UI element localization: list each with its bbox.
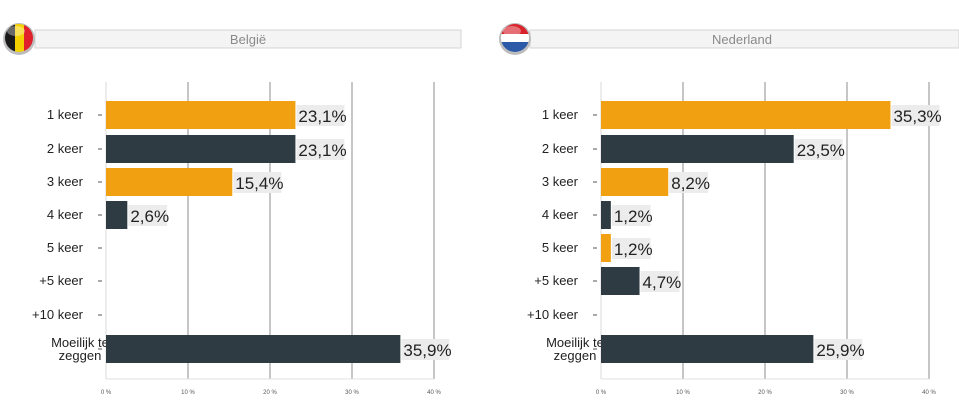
bar (601, 234, 611, 262)
value-label-bg (611, 205, 651, 226)
category-label: 1 keer (542, 107, 579, 122)
category-label: +10 keer (527, 307, 579, 322)
category-label: 4 keer (47, 207, 84, 222)
bar (106, 135, 296, 163)
flag-stripe (501, 34, 529, 42)
value-label-bg (233, 172, 282, 193)
category-label: zeggen (59, 348, 102, 363)
value-label-bg (611, 238, 651, 259)
bar (601, 335, 814, 363)
category-label: 3 keer (47, 174, 84, 189)
value-label: 2,6% (130, 207, 169, 226)
chart-panel: Nederland 0 % 10 % 20 % 30 % 40 % 1 keer 2 keer… (499, 23, 959, 396)
netherlands-flag-icon (499, 23, 531, 55)
category-label: Moeilijk te (51, 335, 109, 350)
value-label-bg (794, 139, 843, 160)
value-label-bg (296, 105, 345, 126)
bar (106, 168, 233, 196)
value-label: 35,3% (893, 107, 941, 126)
x-tick-label: 10 % (676, 390, 690, 396)
bar (601, 101, 891, 129)
belgium-flag-icon (3, 23, 35, 55)
bar (601, 201, 611, 229)
value-label: 23,5% (797, 141, 845, 160)
category-label: zeggen (554, 348, 597, 363)
category-label: 5 keer (47, 240, 84, 255)
value-label-bg (891, 105, 940, 126)
value-label: 23,1% (298, 141, 346, 160)
category-label: 2 keer (542, 141, 579, 156)
flag-gloss (7, 26, 25, 36)
x-tick-label: 30 % (345, 390, 359, 396)
flag-stripe (501, 42, 529, 52)
bar (106, 201, 128, 229)
flag-stripe (501, 24, 529, 34)
x-tick-label: 20 % (263, 390, 277, 396)
value-label: 4,7% (643, 273, 682, 292)
value-label-bg (128, 205, 168, 226)
chart-panel: België 0 % 10 % 20 % 30 % 40 % 1 keer 2 keer 3 k… (3, 23, 462, 396)
chart-title: Nederland (712, 32, 772, 47)
bar (601, 267, 640, 295)
x-tick-label: 20 % (758, 390, 772, 396)
x-tick-label: 0 % (596, 390, 607, 396)
category-label: Moeilijk te (546, 335, 604, 350)
bar (106, 335, 401, 363)
bar (601, 135, 794, 163)
flag-stripe (5, 24, 15, 52)
value-label: 1,2% (614, 207, 653, 226)
category-label: +5 keer (534, 273, 578, 288)
category-label: 3 keer (542, 174, 579, 189)
value-label: 35,9% (403, 341, 451, 360)
category-label: 5 keer (542, 240, 579, 255)
x-tick-label: 40 % (427, 390, 441, 396)
value-label-bg (401, 339, 450, 360)
value-label-bg (669, 172, 709, 193)
value-label: 15,4% (235, 174, 283, 193)
x-tick-label: 40 % (922, 390, 936, 396)
flag-stripe (15, 24, 24, 52)
bar (106, 101, 296, 129)
x-tick-label: 0 % (101, 390, 112, 396)
bar (601, 168, 669, 196)
value-label: 1,2% (614, 240, 653, 259)
category-label: 4 keer (542, 207, 579, 222)
value-label: 25,9% (816, 341, 864, 360)
value-label-bg (640, 271, 680, 292)
category-label: 1 keer (47, 107, 84, 122)
value-label-bg (814, 339, 863, 360)
x-tick-label: 30 % (840, 390, 854, 396)
category-label: +10 keer (32, 307, 84, 322)
category-label: 2 keer (47, 141, 84, 156)
flag-stripe (24, 24, 33, 52)
chart-title: België (230, 32, 266, 47)
category-label: +5 keer (39, 273, 83, 288)
value-label: 8,2% (671, 174, 710, 193)
value-label-bg (296, 139, 345, 160)
x-tick-label: 10 % (181, 390, 195, 396)
value-label: 23,1% (298, 107, 346, 126)
flag-gloss (503, 26, 521, 36)
